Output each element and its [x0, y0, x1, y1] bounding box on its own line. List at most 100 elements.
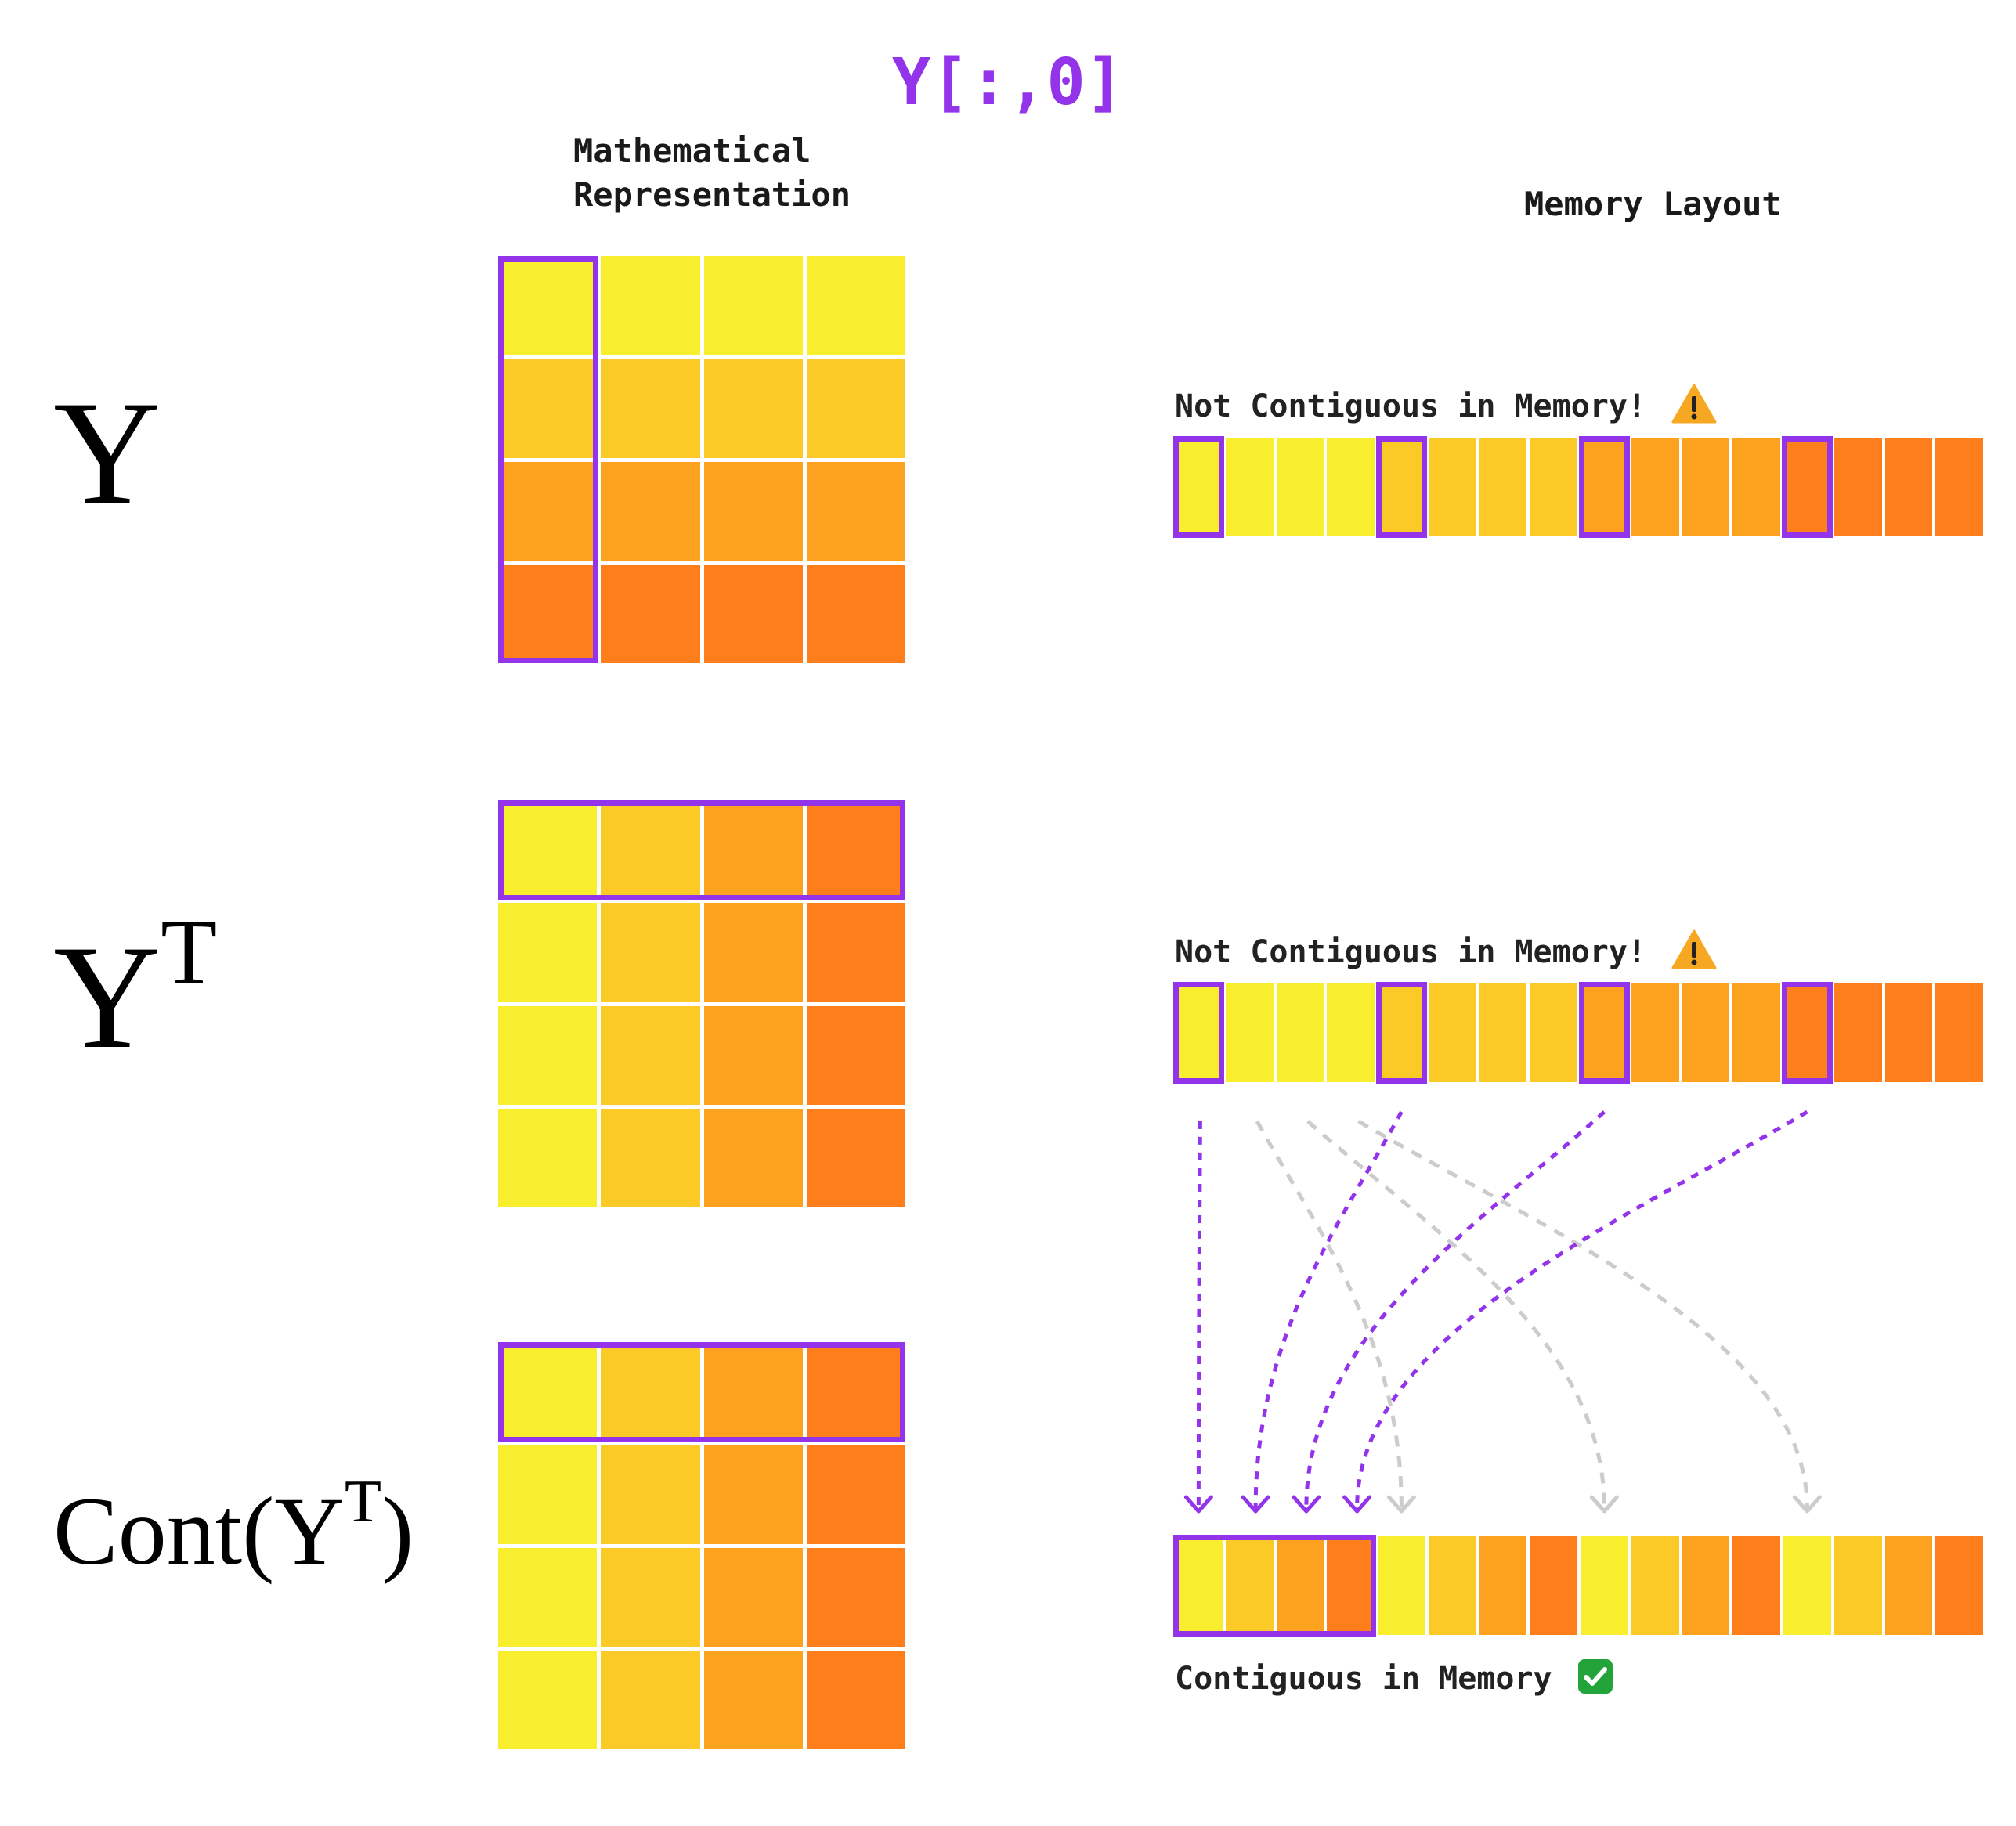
warning-icon: [1671, 929, 1717, 978]
memory-cell: [1175, 983, 1223, 1082]
matrix-cell: [703, 1547, 803, 1647]
arrow-head: [1292, 1495, 1321, 1514]
matrix-cell: [806, 256, 905, 355]
matrix-cell: [498, 1342, 598, 1442]
memory-cell: [1225, 1536, 1274, 1635]
symbol-cont-y-transpose: Cont(YT): [53, 1468, 414, 1587]
memory-cell: [1631, 438, 1679, 536]
memory-cell: [1327, 983, 1375, 1082]
memory-cell: [1175, 1536, 1223, 1635]
status-text-y: Not Contiguous in Memory!: [1175, 388, 1647, 424]
status-row-yt: Not Contiguous in Memory!: [1175, 929, 1717, 978]
matrix-cell: [806, 1108, 905, 1207]
memory-cell: [1378, 983, 1425, 1082]
matrix-cell: [498, 564, 598, 663]
memory-cell: [1530, 438, 1577, 536]
reorder-arrow: [1253, 1110, 1404, 1509]
memory-cell: [1682, 1536, 1730, 1635]
matrix-cell: [601, 359, 700, 458]
status-row-cont: Contiguous in Memory: [1175, 1658, 1613, 1702]
memory-cell: [1225, 438, 1274, 536]
matrix-cell: [498, 256, 598, 355]
arrow-head: [1792, 1495, 1822, 1514]
memory-cell: [1479, 438, 1527, 536]
matrix-cell: [498, 800, 598, 900]
math-header-line2: Representation: [573, 175, 851, 214]
check-icon: [1577, 1658, 1613, 1702]
matrix-cell: [806, 461, 905, 561]
matrix-cell: [703, 1650, 803, 1749]
matrix-cell: [703, 359, 803, 458]
memory-cell: [1581, 438, 1628, 536]
memory-cell: [1884, 983, 1933, 1082]
memory-cell: [1530, 1536, 1577, 1635]
status-text-yt: Not Contiguous in Memory!: [1175, 934, 1647, 970]
symbol-y-transpose: YT: [53, 901, 217, 1083]
matrix-cont-y-transpose: [498, 1342, 905, 1749]
matrix-y: [498, 256, 905, 663]
matrix-cell: [601, 256, 700, 355]
memory-cell: [1327, 438, 1375, 536]
memory-cell: [1682, 438, 1730, 536]
memory-cell: [1175, 438, 1223, 536]
memory-cell: [1935, 983, 1983, 1082]
matrix-cell: [498, 1547, 598, 1647]
matrix-cell: [601, 800, 700, 900]
memory-strip-cont: [1175, 1536, 1983, 1635]
memory-cell: [1783, 438, 1831, 536]
reorder-arrow: [1255, 1120, 1404, 1509]
symbol-yt-base: Y: [53, 915, 161, 1080]
matrix-cell: [703, 903, 803, 1002]
memory-cell: [1428, 438, 1476, 536]
memory-cell: [1783, 983, 1831, 1082]
matrix-cell: [601, 461, 700, 561]
matrix-cell: [703, 800, 803, 900]
matrix-cell: [498, 1108, 598, 1207]
reorder-arrow: [1306, 1120, 1606, 1509]
math-header-line1: Mathematical: [573, 132, 811, 170]
matrix-cell: [703, 256, 803, 355]
matrix-cell: [806, 564, 905, 663]
memory-cell: [1225, 983, 1274, 1082]
symbol-cont-sup: T: [345, 1468, 381, 1536]
memory-cell: [1327, 1536, 1375, 1635]
math-representation-header: Mathematical Representation: [573, 129, 851, 217]
memory-cell: [1935, 438, 1983, 536]
memory-cell: [1732, 983, 1780, 1082]
memory-cell: [1834, 438, 1882, 536]
memory-cell: [1276, 1536, 1324, 1635]
matrix-cell: [601, 1342, 700, 1442]
matrix-cell: [498, 1005, 598, 1105]
matrix-cell: [806, 1005, 905, 1105]
matrix-cell: [601, 1547, 700, 1647]
arrow-head: [1241, 1495, 1270, 1514]
memory-cell: [1732, 438, 1780, 536]
memory-cell: [1479, 1536, 1527, 1635]
status-text-cont: Contiguous in Memory: [1175, 1661, 1552, 1697]
symbol-cont-base: Cont(Y: [53, 1478, 345, 1585]
memory-cell: [1276, 983, 1324, 1082]
matrix-cell: [601, 564, 700, 663]
memory-cell: [1479, 983, 1527, 1082]
memory-cell: [1834, 1536, 1882, 1635]
arrow-head: [1183, 1495, 1213, 1514]
memory-cell: [1581, 1536, 1628, 1635]
matrix-cell: [703, 564, 803, 663]
memory-cell: [1631, 983, 1679, 1082]
symbol-y-base: Y: [53, 371, 161, 536]
matrix-cell: [806, 1650, 905, 1749]
arrow-head: [1589, 1495, 1619, 1514]
matrix-cell: [703, 1108, 803, 1207]
symbol-y: Y: [53, 368, 161, 539]
memory-cell: [1732, 1536, 1780, 1635]
matrix-cell: [806, 1547, 905, 1647]
matrix-cell: [498, 1445, 598, 1544]
matrix-cell: [703, 1445, 803, 1544]
memory-cell: [1783, 1536, 1831, 1635]
matrix-cell: [498, 1650, 598, 1749]
matrix-cell: [703, 1005, 803, 1105]
memory-cell: [1378, 438, 1425, 536]
memory-layout-header: Memory Layout: [1524, 185, 1782, 223]
reorder-arrow: [1357, 1119, 1809, 1509]
